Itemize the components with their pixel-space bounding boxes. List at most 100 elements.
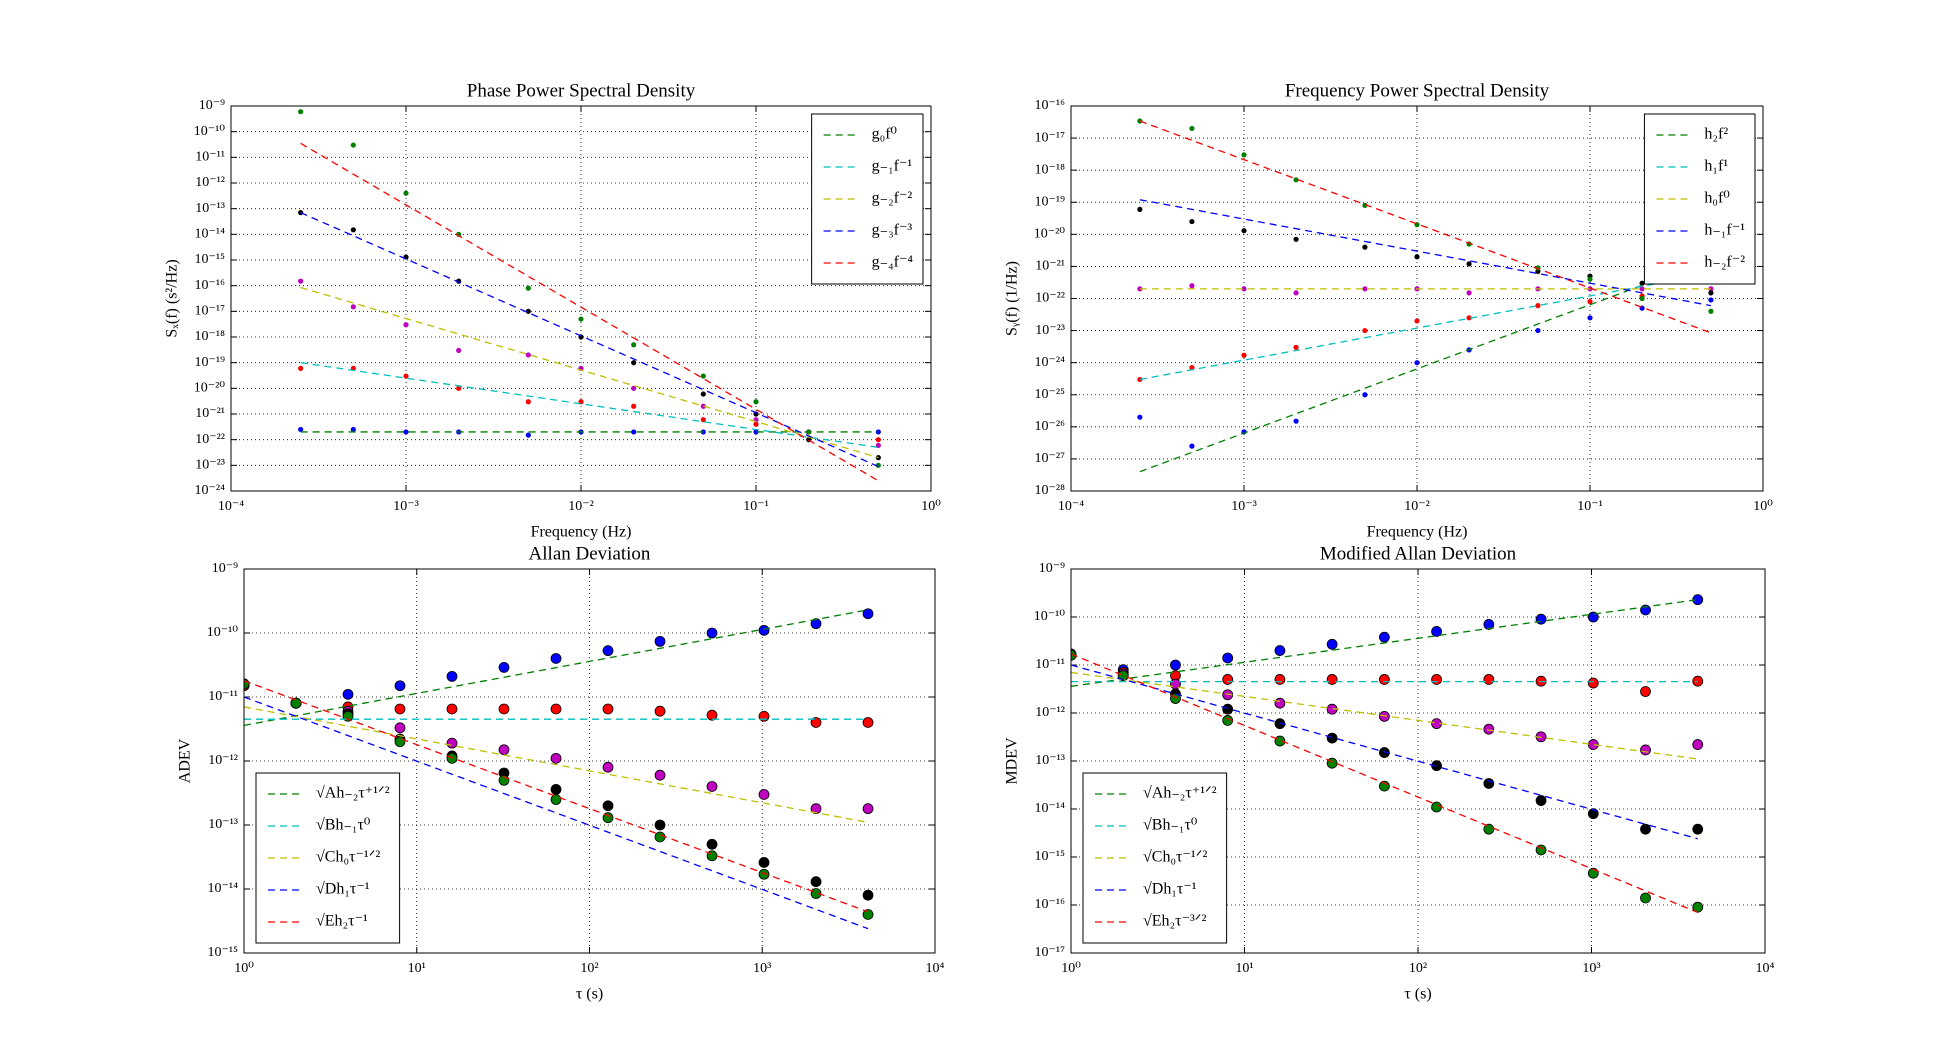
y-axis-label: Sₓ(f) (s²/Hz): [164, 259, 181, 337]
legend-label: √Eh₂τ⁻¹: [316, 913, 368, 930]
data-point: [700, 373, 706, 379]
legend: g₀f⁰ g₋₁f⁻¹ g₋₂f⁻² g₋₃f⁻³ g₋₄f⁻⁴: [811, 113, 924, 285]
data-point: [1431, 801, 1443, 813]
data-point: [456, 347, 462, 354]
y-tick-label: 10⁻¹⁹: [195, 355, 226, 370]
data-point: [525, 352, 531, 358]
data-point: [1189, 125, 1195, 132]
data-point: [602, 800, 614, 812]
data-point: [1639, 295, 1645, 302]
legend-label: √Dh₁τ⁻¹: [316, 881, 370, 898]
data-point: [1587, 677, 1599, 689]
data-point: [758, 868, 770, 880]
data-point: [1535, 327, 1541, 334]
legend-label: h₀f⁰: [1704, 190, 1729, 207]
x-tick-label: 10⁻⁴: [1058, 499, 1084, 514]
y-tick-label: 10⁻¹⁵: [208, 945, 239, 960]
data-point: [1137, 206, 1143, 212]
data-point: [631, 403, 637, 409]
fit-line: [244, 706, 869, 823]
data-point: [446, 670, 458, 682]
y-tick-label: 10⁻¹⁷: [1035, 130, 1066, 145]
data-point: [1692, 823, 1704, 835]
chart-title: Phase Power Spectral Density: [467, 80, 696, 101]
data-point: [862, 608, 874, 620]
data-point: [1708, 286, 1714, 292]
legend-label: g₋₂f⁻²: [872, 190, 913, 207]
x-tick-label: 10¹: [1235, 961, 1253, 976]
legend: √Ah₋₂τ⁺¹ᐟ² √Bh₋₁τ⁰ √Ch₀τ⁻¹ᐟ² √Dh₁τ⁻¹ √Eh₂τ⁻³…: [1082, 772, 1228, 944]
axes-frame: [230, 105, 932, 492]
legend-label: √Dh₁τ⁻¹: [1143, 881, 1197, 898]
chart-title: Modified Allan Deviation: [1320, 543, 1517, 564]
data-point: [1170, 659, 1181, 671]
x-axis-label: τ (s): [1404, 986, 1431, 1003]
data-point: [602, 645, 614, 657]
y-tick-label: 10⁻¹³: [208, 817, 238, 832]
data-point: [1483, 674, 1495, 685]
y-tick-label: 10⁻²³: [195, 458, 225, 473]
x-tick-label: 10⁰: [234, 961, 254, 976]
data-point: [1639, 280, 1645, 286]
data-point: [1362, 392, 1368, 398]
legend-label: h₋₂f⁻²: [1704, 254, 1745, 271]
data-point: [1466, 290, 1472, 296]
data-point: [1483, 823, 1495, 835]
data-point: [1708, 297, 1714, 303]
data-point: [350, 304, 356, 310]
fit-line: [300, 362, 879, 449]
legend-label: g₋₁f⁻¹: [872, 158, 913, 175]
data-point: [403, 322, 409, 328]
data-point: [1293, 418, 1299, 424]
fit-line: [300, 286, 879, 459]
data-point: [1640, 892, 1651, 904]
subplot: 10⁰ 10¹ 10² 10³ 10⁴ 10⁻¹⁷ 10⁻¹⁶ 10⁻¹⁵ 10⁻¹⁴ 10⁻¹³…: [1004, 543, 1775, 1002]
data-point: [1293, 177, 1299, 183]
data-point: [862, 889, 874, 901]
data-point: [758, 789, 770, 800]
fit-line: [244, 680, 869, 913]
y-tick-label: 10⁻²¹: [1035, 259, 1065, 274]
data-point: [753, 429, 759, 435]
axes-frame: [243, 568, 936, 954]
data-point: [1431, 760, 1443, 772]
data-point: [631, 429, 637, 435]
y-tick-label: 10⁻¹⁶: [195, 278, 226, 293]
data-point: [350, 426, 356, 433]
subplot: 10⁻⁴ 10⁻³ 10⁻² 10⁻¹ 10⁰ 10⁻²⁴ 10⁻²³ 10⁻²² 10⁻²¹ 1…: [164, 80, 942, 540]
data-point: [1378, 631, 1390, 643]
data-point: [1535, 613, 1547, 625]
data-point: [350, 142, 356, 148]
x-tick-label: 10⁰: [1061, 961, 1081, 976]
y-tick-label: 10⁻¹¹: [208, 689, 238, 704]
data-point: [1587, 299, 1593, 305]
y-tick-label: 10⁻²⁰: [1034, 227, 1066, 242]
data-point: [631, 342, 637, 348]
legend: √Ah₋₂τ⁺¹ᐟ² √Bh₋₁τ⁰ √Ch₀τ⁻¹ᐟ² √Dh₁τ⁻¹ √Eh₂τ⁻¹: [255, 772, 401, 944]
legend-label: √Bh₋₁τ⁰: [1143, 817, 1197, 834]
plot-area: [1071, 594, 1704, 914]
data-point: [654, 705, 666, 717]
y-tick-label: 10⁻¹⁹: [1035, 194, 1066, 209]
data-point: [1692, 739, 1704, 750]
data-point: [1241, 152, 1247, 158]
data-point: [1326, 732, 1338, 744]
legend-label: √Bh₋₁τ⁰: [316, 817, 370, 834]
legend-label: h₋₁f⁻¹: [1704, 222, 1745, 239]
data-point: [1222, 689, 1234, 701]
data-point: [1274, 697, 1286, 709]
data-point: [700, 391, 706, 397]
y-tick-label: 10⁻²²: [195, 432, 225, 447]
data-point: [1362, 202, 1368, 208]
data-point: [1293, 236, 1299, 242]
data-point: [1431, 626, 1443, 637]
fit-line: [1139, 272, 1712, 381]
data-point: [1640, 823, 1651, 835]
data-point: [1222, 674, 1234, 685]
data-point: [1362, 327, 1368, 334]
data-point: [1587, 611, 1599, 623]
data-point: [1692, 594, 1704, 606]
data-point: [1708, 308, 1714, 314]
data-point: [1483, 619, 1495, 630]
data-point: [394, 722, 406, 734]
